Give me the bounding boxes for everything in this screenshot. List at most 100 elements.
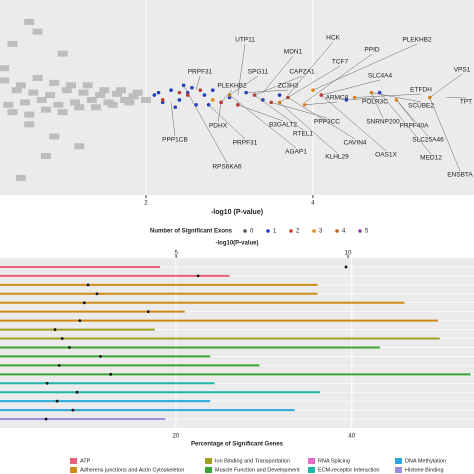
legend-swatch [358, 229, 362, 233]
gene-label: TCF7 [332, 59, 349, 66]
background-point [7, 109, 18, 116]
gene-label: OAS1X [375, 152, 397, 159]
pvalue-dot [344, 265, 348, 269]
background-point [65, 82, 76, 89]
background-point [15, 174, 26, 181]
gene-label: PPP3CC [314, 119, 340, 126]
background-point [49, 133, 60, 140]
gene-label: CAVIN4 [344, 140, 367, 147]
point [160, 98, 165, 102]
x-axis-label: Percentage of Significant Genes [191, 442, 284, 448]
pvalue-dot [71, 408, 75, 412]
background-point [7, 40, 18, 47]
pvalue-dot [45, 381, 49, 385]
gene-label: POLR3C [362, 99, 388, 106]
pvalue-dot [53, 328, 57, 331]
point [202, 93, 207, 97]
legend-swatch [308, 467, 315, 473]
pvalue-dot [99, 355, 102, 358]
gene-label: SLC25A46 [412, 137, 444, 144]
legend-swatch [70, 467, 77, 473]
background-point [24, 111, 35, 118]
background-point [128, 93, 139, 100]
background-point [40, 106, 51, 113]
legend-title: Number of Significant Exons [150, 229, 233, 235]
leader-line [312, 43, 418, 91]
leader-line [279, 65, 341, 103]
leader-line [446, 97, 467, 99]
gene-label: ETFDH [410, 87, 432, 94]
background-point [103, 99, 114, 106]
leader-line [170, 102, 176, 137]
pvalue-dot [146, 310, 150, 314]
background-point [70, 99, 81, 106]
gene-label: SNRNP200 [366, 119, 400, 126]
background-point [20, 99, 31, 106]
point [210, 98, 215, 102]
leader-line [271, 102, 328, 119]
background-point [3, 101, 14, 108]
pvalue-dot [196, 274, 200, 278]
gene-label: B3GALT2 [269, 122, 297, 129]
background-point [36, 96, 47, 103]
leader-line [254, 75, 303, 96]
background-point [45, 92, 56, 99]
legend-label: DNA Methylation [405, 458, 446, 464]
background-point [141, 96, 152, 103]
background-point [0, 77, 10, 84]
leader-line [229, 75, 259, 96]
legend-label: Adherens junctions and Actin Cytoskeleto… [80, 467, 184, 473]
legend-label: 5 [365, 229, 369, 235]
background-point [11, 87, 22, 94]
gene-label: MDN1 [284, 49, 303, 56]
pvalue-dot [57, 363, 61, 367]
gene-label: RPS6KA6 [212, 164, 242, 171]
gene-label: PLEKHB2 [217, 83, 247, 90]
legend-swatch [289, 229, 293, 233]
legend-label: Ion Binding and Transportation [215, 458, 290, 464]
legend-swatch [395, 467, 402, 473]
x2-tick-label: 10 [345, 251, 352, 257]
legend-swatch [335, 229, 339, 233]
background-point [57, 50, 68, 57]
gene-label: PLEKHB2 [402, 37, 432, 44]
legend-swatch [312, 229, 316, 233]
background-point [99, 87, 110, 94]
leader-line [429, 97, 461, 172]
pvalue-dot [75, 390, 79, 394]
leader-line [304, 101, 338, 106]
gene-label: ENSBTA [447, 172, 473, 179]
legend-label: 0 [250, 229, 254, 235]
gene-label: PPP1CB [162, 137, 188, 144]
gene-label: ZC3H3 [278, 83, 299, 90]
x2-axis-label: -log10(P-value) [215, 241, 258, 247]
leader-line [379, 92, 432, 155]
background-point [120, 96, 131, 103]
leader-line [371, 92, 384, 119]
background-point [24, 18, 35, 25]
background-point [74, 143, 85, 150]
background-point [32, 28, 43, 35]
point [152, 93, 157, 97]
legend-label: 1 [273, 229, 277, 235]
background-point [40, 153, 51, 159]
leader-line [371, 92, 422, 103]
point [198, 88, 203, 92]
legend-swatch [243, 229, 247, 233]
point [261, 98, 265, 102]
pvalue-dot [78, 319, 82, 323]
gene-label: PRPF40A [400, 123, 430, 130]
background-point [86, 96, 97, 103]
pvalue-dot [86, 283, 90, 287]
background-point [57, 109, 68, 116]
leader-line [229, 94, 297, 149]
background-point [78, 89, 89, 96]
gene-label: KLHL29 [325, 154, 349, 161]
leader-line [287, 97, 356, 140]
leader-line [279, 102, 338, 154]
legend-label: ECM-receptor Interaction [318, 467, 379, 473]
leader-line [208, 104, 246, 140]
point [210, 88, 215, 92]
x-axis-label: -log10 (P-value) [211, 209, 263, 216]
leader-line [287, 41, 334, 96]
